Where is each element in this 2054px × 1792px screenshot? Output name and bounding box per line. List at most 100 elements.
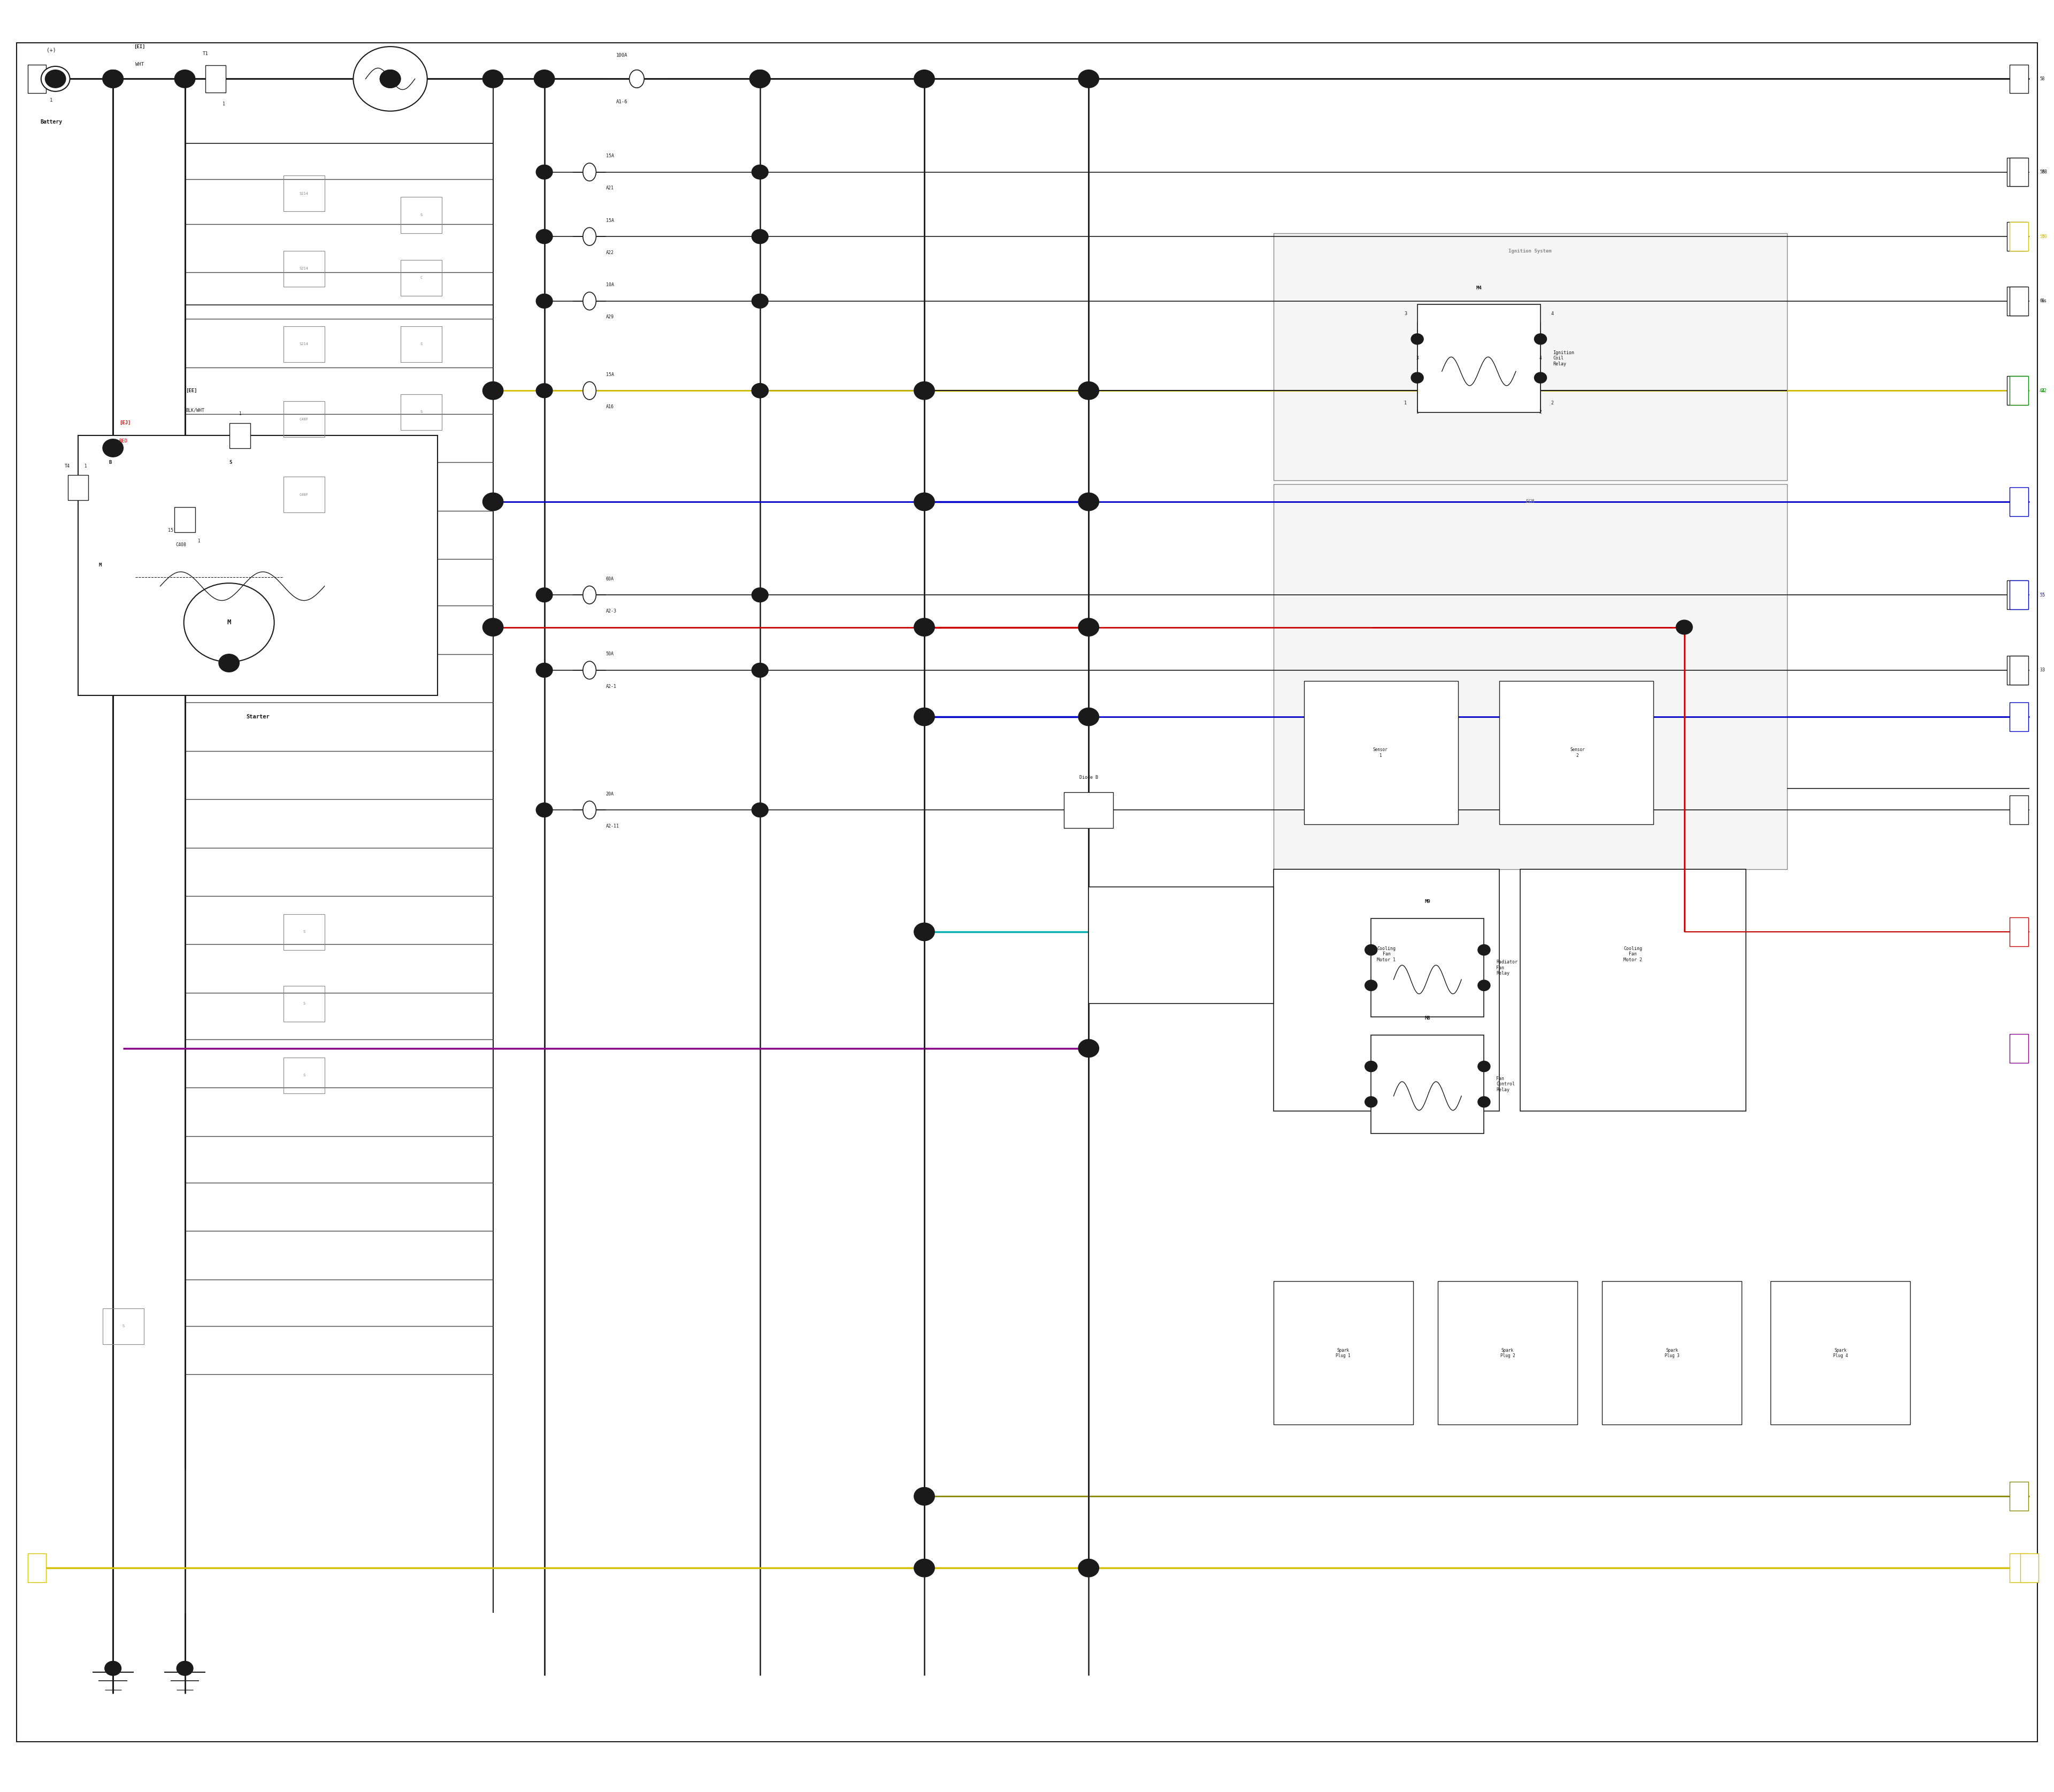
Text: S214: S214 bbox=[300, 267, 308, 271]
Circle shape bbox=[1364, 980, 1376, 991]
Circle shape bbox=[175, 70, 195, 88]
Circle shape bbox=[380, 70, 401, 88]
Bar bbox=[2007, 581, 2027, 609]
Bar bbox=[103, 1308, 144, 1344]
Bar bbox=[185, 143, 493, 305]
Text: 20A: 20A bbox=[606, 792, 614, 796]
Bar bbox=[1273, 484, 1787, 869]
Text: 15A: 15A bbox=[606, 373, 614, 376]
Circle shape bbox=[536, 803, 553, 817]
Circle shape bbox=[752, 229, 768, 244]
Text: 1: 1 bbox=[238, 412, 240, 416]
Circle shape bbox=[752, 663, 768, 677]
Text: 6s: 6s bbox=[2042, 299, 2048, 303]
Circle shape bbox=[914, 493, 935, 511]
Text: [EI]: [EI] bbox=[134, 45, 146, 48]
Bar bbox=[1273, 1281, 1413, 1425]
Circle shape bbox=[752, 383, 768, 398]
Text: M4: M4 bbox=[1477, 285, 1481, 290]
Text: 42: 42 bbox=[2042, 389, 2048, 392]
Text: 3: 3 bbox=[2042, 668, 2044, 672]
Text: 58: 58 bbox=[2040, 170, 2044, 174]
Ellipse shape bbox=[583, 801, 596, 819]
Bar bbox=[1304, 681, 1458, 824]
Text: 5: 5 bbox=[2042, 593, 2044, 597]
Text: 50A: 50A bbox=[606, 652, 614, 656]
Text: S: S bbox=[419, 410, 423, 414]
Bar bbox=[1273, 869, 1499, 1111]
Text: S: S bbox=[419, 213, 423, 217]
Bar bbox=[205, 65, 226, 91]
Circle shape bbox=[914, 70, 935, 88]
Bar bbox=[2009, 656, 2027, 685]
Bar bbox=[2009, 1482, 2027, 1511]
Text: 59: 59 bbox=[2042, 235, 2048, 238]
Text: T1: T1 bbox=[203, 52, 207, 56]
Text: S: S bbox=[302, 930, 306, 934]
Text: S: S bbox=[419, 342, 423, 346]
Circle shape bbox=[536, 229, 553, 244]
Bar bbox=[401, 260, 442, 296]
Ellipse shape bbox=[583, 163, 596, 181]
Circle shape bbox=[752, 165, 768, 179]
Circle shape bbox=[914, 618, 935, 636]
Bar bbox=[1273, 233, 1787, 480]
Bar bbox=[2009, 702, 2027, 731]
Circle shape bbox=[1477, 1061, 1491, 1072]
Bar bbox=[1089, 887, 1273, 1004]
Bar bbox=[1064, 792, 1113, 828]
Circle shape bbox=[1534, 333, 1547, 344]
Bar bbox=[2009, 222, 2027, 251]
Bar bbox=[2009, 158, 2027, 186]
Circle shape bbox=[1364, 1097, 1376, 1107]
Text: 58: 58 bbox=[2042, 170, 2048, 174]
Circle shape bbox=[752, 588, 768, 602]
Bar bbox=[2009, 918, 2027, 946]
Text: M8: M8 bbox=[1425, 1016, 1430, 1020]
Circle shape bbox=[353, 47, 427, 111]
Text: 15A: 15A bbox=[606, 219, 614, 222]
Bar bbox=[78, 435, 438, 695]
Text: [EE]: [EE] bbox=[185, 389, 197, 392]
Bar bbox=[2007, 158, 2027, 186]
Text: T4: T4 bbox=[64, 464, 70, 468]
Bar bbox=[283, 477, 325, 513]
Text: Fan
Control
Relay: Fan Control Relay bbox=[1495, 1077, 1516, 1091]
Bar bbox=[283, 986, 325, 1021]
Circle shape bbox=[483, 382, 503, 400]
Ellipse shape bbox=[583, 661, 596, 679]
Text: 1: 1 bbox=[49, 99, 53, 102]
Text: M: M bbox=[228, 618, 230, 625]
Text: 2: 2 bbox=[1538, 410, 1543, 414]
Circle shape bbox=[752, 383, 768, 398]
Text: 3: 3 bbox=[2040, 668, 2042, 672]
Text: A21: A21 bbox=[606, 186, 614, 190]
Text: Spark
Plug 3: Spark Plug 3 bbox=[1664, 1348, 1680, 1358]
Text: Ignition
Coil
Relay: Ignition Coil Relay bbox=[1553, 351, 1573, 366]
Text: S: S bbox=[302, 1073, 306, 1077]
Text: 4: 4 bbox=[1551, 312, 1553, 315]
Text: Radiator
Fan
Relay: Radiator Fan Relay bbox=[1495, 961, 1518, 975]
Text: 5: 5 bbox=[2040, 593, 2042, 597]
Ellipse shape bbox=[583, 228, 596, 246]
Circle shape bbox=[483, 493, 503, 511]
Circle shape bbox=[103, 70, 123, 88]
Text: 59: 59 bbox=[2040, 235, 2044, 238]
Text: C40F: C40F bbox=[300, 418, 308, 421]
Text: 60A: 60A bbox=[606, 577, 614, 581]
Bar bbox=[1520, 869, 1746, 1111]
Text: Ignition System: Ignition System bbox=[1510, 249, 1551, 253]
Circle shape bbox=[536, 383, 553, 398]
Circle shape bbox=[914, 382, 935, 400]
Text: WHT: WHT bbox=[136, 63, 144, 66]
Bar bbox=[2021, 1554, 2038, 1582]
Bar bbox=[1499, 681, 1653, 824]
Bar bbox=[283, 251, 325, 287]
Text: 3: 3 bbox=[1405, 312, 1407, 315]
Circle shape bbox=[752, 294, 768, 308]
Circle shape bbox=[1676, 620, 1692, 634]
Bar bbox=[230, 423, 251, 448]
Circle shape bbox=[1411, 373, 1423, 383]
Circle shape bbox=[914, 708, 935, 726]
Bar bbox=[2009, 287, 2027, 315]
